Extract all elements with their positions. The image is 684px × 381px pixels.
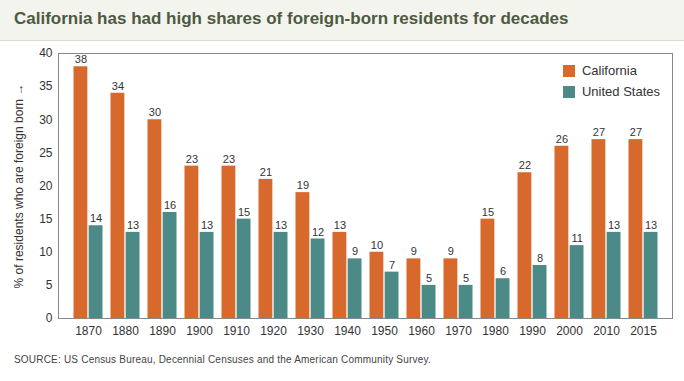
svg-text:23: 23 <box>186 153 198 165</box>
svg-text:10: 10 <box>371 239 383 251</box>
html-text:California: California <box>582 63 637 78</box>
svg-text:12: 12 <box>312 226 324 238</box>
svg-text:13: 13 <box>645 219 657 231</box>
svg-text:13: 13 <box>275 219 287 231</box>
svg-text:5: 5 <box>426 272 432 284</box>
svg-text:1980: 1980 <box>482 324 509 338</box>
svg-text:1930: 1930 <box>297 324 324 338</box>
svg-text:1920: 1920 <box>260 324 287 338</box>
svg-text:0: 0 <box>46 311 53 325</box>
svg-text:38: 38 <box>75 53 87 65</box>
svg-text:25: 25 <box>39 146 53 160</box>
svg-text:1940: 1940 <box>334 324 361 338</box>
svg-text:19: 19 <box>297 179 309 191</box>
svg-text:11: 11 <box>571 232 582 244</box>
svg-text:13: 13 <box>608 219 620 231</box>
svg-text:6: 6 <box>500 265 506 277</box>
svg-text:21: 21 <box>260 166 272 178</box>
svg-text:9: 9 <box>352 245 358 257</box>
svg-text:2010: 2010 <box>593 324 620 338</box>
html-text:United States: United States <box>582 84 660 99</box>
svg-text:8: 8 <box>537 252 543 264</box>
svg-text:23: 23 <box>223 153 235 165</box>
svg-text:9: 9 <box>411 245 417 257</box>
svg-text:40: 40 <box>39 46 53 60</box>
svg-text:26: 26 <box>556 133 568 145</box>
svg-text:27: 27 <box>630 126 642 138</box>
svg-text:13: 13 <box>334 219 346 231</box>
svg-text:15: 15 <box>482 206 494 218</box>
svg-text:15: 15 <box>238 206 250 218</box>
svg-text:5: 5 <box>46 278 53 292</box>
svg-text:27: 27 <box>593 126 605 138</box>
svg-text:13: 13 <box>127 219 139 231</box>
svg-text:20: 20 <box>39 179 53 193</box>
svg-text:1910: 1910 <box>223 324 250 338</box>
svg-text:14: 14 <box>90 212 102 224</box>
svg-text:16: 16 <box>164 199 176 211</box>
svg-text:1880: 1880 <box>112 324 139 338</box>
svg-text:34: 34 <box>112 80 124 92</box>
svg-text:5: 5 <box>463 272 469 284</box>
svg-text:10: 10 <box>39 245 53 259</box>
svg-text:9: 9 <box>448 245 454 257</box>
svg-text:30: 30 <box>39 113 53 127</box>
svg-text:30: 30 <box>149 106 161 118</box>
svg-text:1990: 1990 <box>519 324 546 338</box>
svg-text:2000: 2000 <box>556 324 583 338</box>
svg-text:1870: 1870 <box>75 324 102 338</box>
html-text:SOURCE: US Census Bureau, Dece: SOURCE: US Census Bureau, Decennial Cens… <box>14 354 431 365</box>
svg-text:15: 15 <box>39 212 53 226</box>
svg-text:% of residents who are foreign: % of residents who are foreign born → <box>12 84 26 289</box>
svg-text:1960: 1960 <box>408 324 435 338</box>
svg-text:1900: 1900 <box>186 324 213 338</box>
svg-text:1970: 1970 <box>445 324 472 338</box>
svg-text:7: 7 <box>389 259 395 271</box>
html-text:California has had high shares: California has had high shares of foreig… <box>14 9 569 28</box>
svg-text:35: 35 <box>39 79 53 93</box>
svg-text:13: 13 <box>201 219 213 231</box>
svg-text:22: 22 <box>519 159 531 171</box>
svg-text:1890: 1890 <box>149 324 176 338</box>
svg-text:2015: 2015 <box>630 324 657 338</box>
svg-text:1950: 1950 <box>371 324 398 338</box>
